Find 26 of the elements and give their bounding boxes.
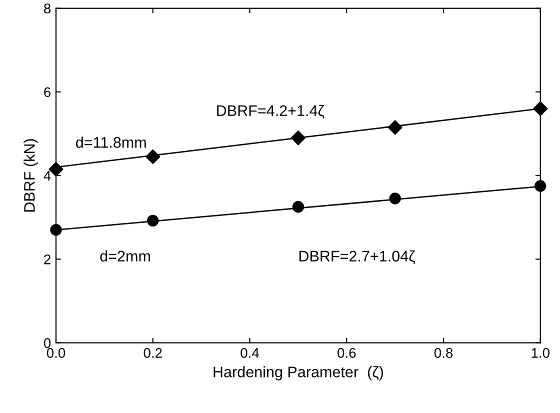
point: [147, 214, 159, 227]
annotation: d=11.8mm: [76, 136, 146, 148]
point: [388, 120, 402, 135]
point: [292, 201, 304, 213]
y-tick-label: 4: [44, 171, 51, 181]
y-tick-label: 0: [44, 338, 51, 348]
point: [50, 224, 62, 236]
annotation: d=2mm: [100, 250, 150, 262]
annotation: DBRF=4.2+1.4ζ: [217, 104, 324, 119]
x-tick-label: 0.8: [434, 348, 453, 358]
x-tick-label: 0.4: [240, 348, 260, 358]
y-tick-label: 2: [44, 254, 50, 264]
y-tick-label: 8: [44, 4, 51, 14]
point: [290, 130, 306, 146]
x-tick-label: 0.0: [46, 348, 66, 358]
annotation: DBRF=2.7+1.04ζ: [299, 250, 416, 264]
x-axis-title: Hardening Parameter (ζ): [214, 366, 383, 380]
y-axis-title: DBRF (kN): [24, 139, 38, 212]
point: [534, 180, 546, 192]
point: [146, 149, 160, 164]
x-tick-label: 0.6: [338, 348, 356, 358]
x-tick-label: 0.2: [144, 348, 162, 358]
y-tick-label: 6: [44, 87, 51, 98]
point: [389, 192, 401, 204]
x-tick-label: 1.0: [532, 348, 550, 358]
point: [533, 101, 548, 116]
